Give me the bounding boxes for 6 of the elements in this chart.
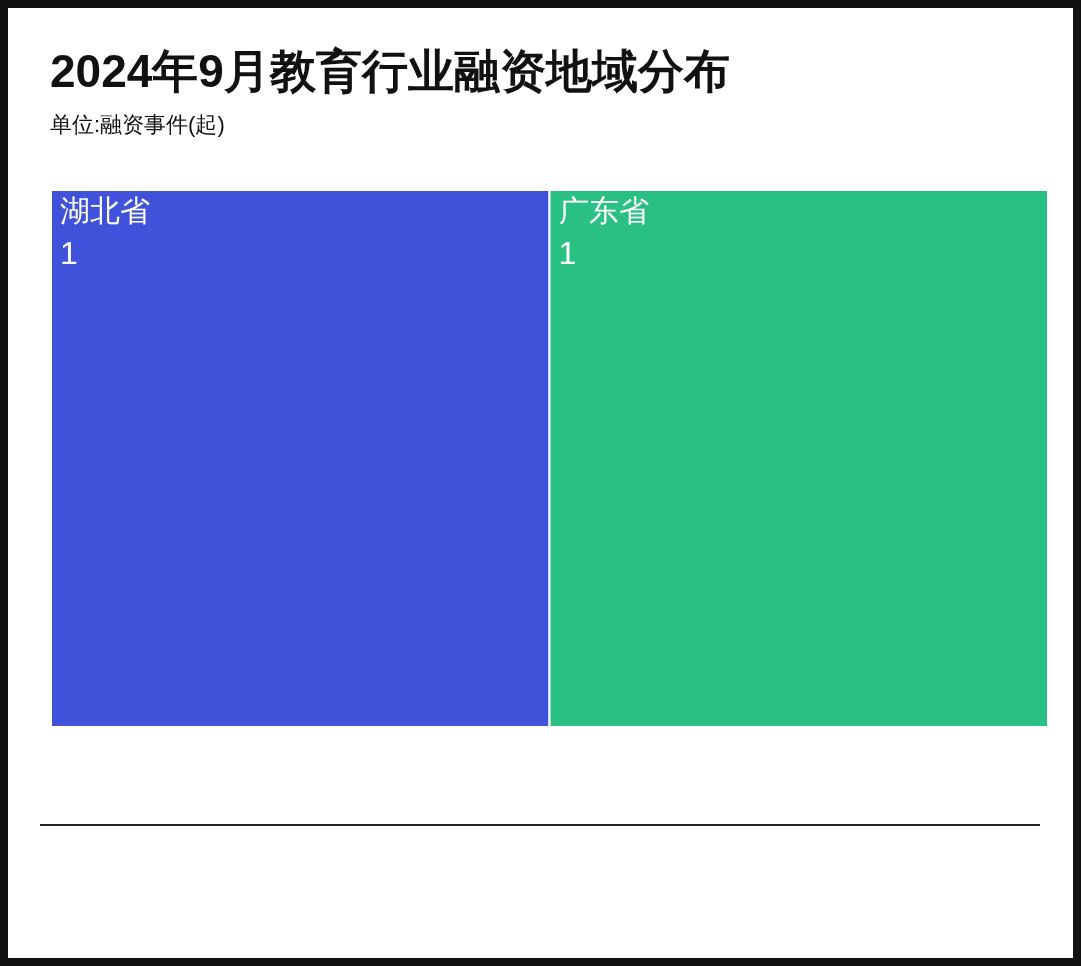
- text: 单位:融资事件(起): [50, 112, 225, 137]
- category-label: 广东省: [558, 194, 649, 227]
- text: 2024年9月教育行业融资地域分布: [50, 45, 730, 97]
- category-label: 湖北省: [60, 194, 150, 227]
- data-label: 1: [558, 235, 577, 271]
- data-label: 1: [60, 235, 78, 271]
